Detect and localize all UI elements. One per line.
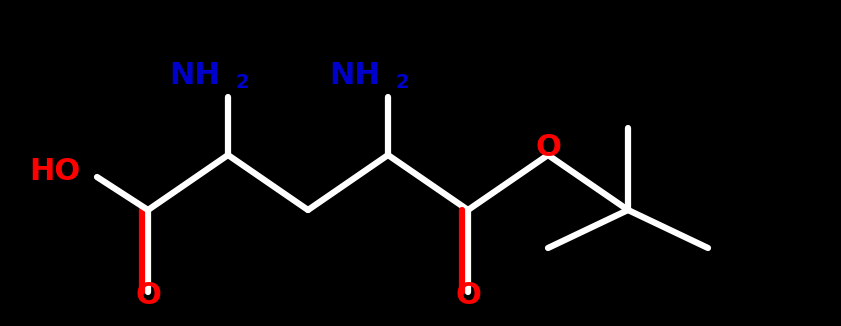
Text: O: O: [455, 281, 481, 310]
Text: NH: NH: [169, 61, 220, 90]
Text: 2: 2: [235, 73, 249, 93]
Text: O: O: [135, 281, 161, 310]
Text: NH: NH: [329, 61, 380, 90]
Text: 2: 2: [395, 73, 409, 93]
Text: O: O: [535, 132, 561, 161]
Text: HO: HO: [29, 157, 81, 186]
